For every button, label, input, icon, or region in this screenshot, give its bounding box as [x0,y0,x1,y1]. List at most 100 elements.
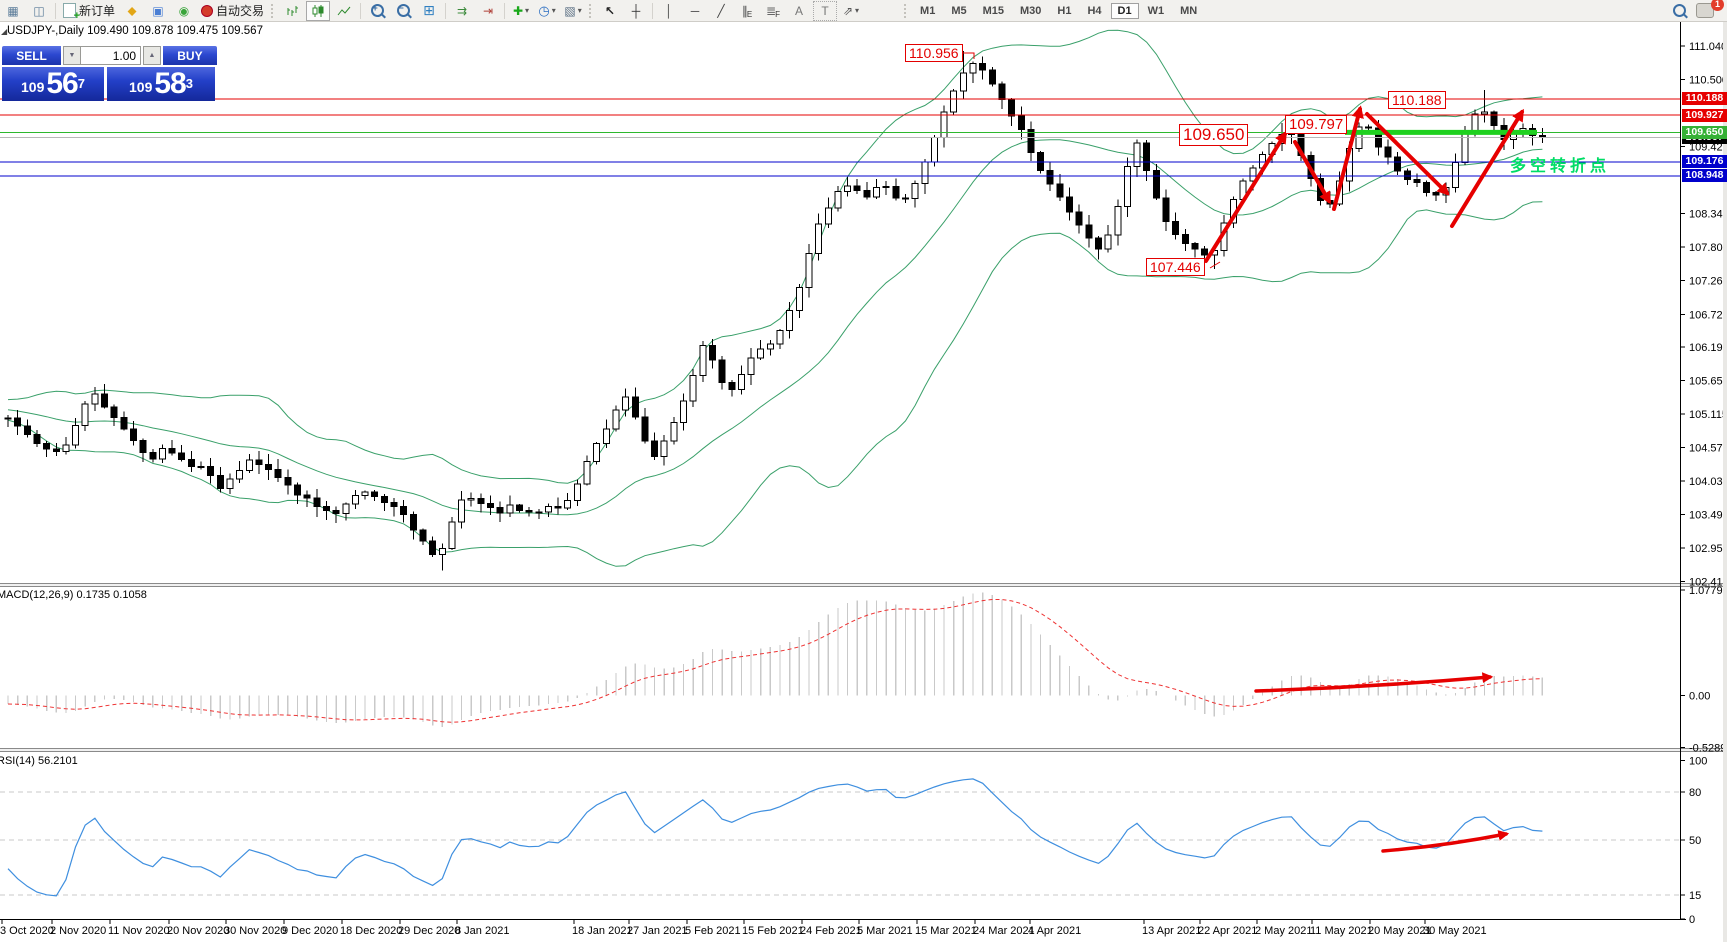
chart-title: USDJPY-,Daily 109.490 109.878 109.475 10… [7,25,263,37]
price-axis-tick: 109.420 [1689,142,1727,154]
zoom-out-icon[interactable]: − [391,1,415,21]
cursor-icon[interactable]: ↖ [605,3,616,18]
line-chart-icon[interactable] [332,1,356,21]
search-icon[interactable] [1667,1,1691,21]
fibonacci-icon[interactable]: ≣ F [766,3,780,19]
date-axis-label: 24 Feb 2021 [800,925,862,937]
date-axis-label: 30 Nov 2020 [224,925,286,937]
chart-window-icon[interactable]: ▦ [7,3,19,18]
date-axis-label: 22 Apr 2021 [1198,925,1257,937]
indicators-icon[interactable]: ✚ ▾ [512,3,530,18]
price-axis-badge: 108.948 [1682,169,1727,183]
timeframe-M30[interactable]: M30 [1020,4,1042,17]
timeframe-MN[interactable]: MN [1180,4,1198,17]
price-axis-tick: 105.655 [1689,375,1727,387]
price-axis-badge: 109.650 [1682,125,1727,139]
data-window-icon[interactable]: ◫ [33,3,45,18]
volume-down-button[interactable]: ▼ [63,46,81,65]
price-axis-tick: 105.115 [1689,409,1727,421]
price-annotation[interactable]: 110.188 [1388,91,1446,110]
buy-button[interactable]: BUY [162,46,217,65]
autotrade-label: 自动交易 [216,4,265,18]
date-axis-label: 18 Dec 2020 [340,925,402,937]
price-axis-tick: 104.035 [1689,476,1727,488]
zoom-in-icon[interactable]: + [365,1,389,21]
timeframe-H4[interactable]: H4 [1087,4,1102,17]
shapes-icon[interactable]: ⇗ ▾ [842,3,860,18]
horizontal-line-icon[interactable]: ─ [690,3,700,18]
autotrade-icon [201,4,214,17]
one-click-toggle[interactable]: ◢ [1,27,8,36]
sell-price[interactable]: 109 56 7 [2,67,104,101]
macd-axis-tick: 0.00 [1689,691,1710,703]
periods-icon[interactable]: ◷ ▾ [538,2,556,18]
date-axis-label: 2 Nov 2020 [50,925,106,937]
buy-price[interactable]: 109 58 3 [107,67,215,101]
new-order-button[interactable]: 新订单 [60,1,118,22]
date-axis-label: 15 Feb 2021 [742,925,804,937]
price-annotation[interactable]: 110.956 [905,44,963,63]
global-variables-icon[interactable]: ▣ [152,3,164,18]
auto-scroll-icon[interactable]: ⇉ [457,3,468,18]
timeframe-W1[interactable]: W1 [1147,4,1165,17]
history-center-icon[interactable]: ⬥ [127,2,137,18]
new-order-icon [63,3,80,22]
volume-up-button[interactable]: ▲ [143,46,161,65]
text-label-icon[interactable]: T [813,0,838,21]
volume-input[interactable]: 1.00 [80,46,142,65]
date-axis-label: 5 Feb 2021 [685,925,741,937]
date-axis-label: 4 Apr 2021 [1028,925,1081,937]
timeframe-M1[interactable]: M1 [920,4,936,17]
timeframe-M15[interactable]: M15 [982,4,1004,17]
autotrade-button[interactable]: 自动交易 [198,1,267,21]
price-axis-tick: 107.800 [1689,242,1727,254]
chart-shift-icon[interactable]: ⇥ [483,3,494,18]
date-axis-label: 11 Nov 2020 [108,925,170,937]
signals-icon[interactable]: ◉ [178,3,190,18]
price-axis-tick: 107.260 [1689,276,1727,288]
timeframe-group: M1 M5 M15 M30 H1 H4 D1 W1 MN [912,2,1205,19]
bar-chart-icon[interactable] [280,1,304,21]
notifications-icon[interactable]: 1 [1693,0,1724,21]
date-axis-label: 15 Mar 2021 [915,925,977,937]
date-axis-label: 8 Jan 2021 [455,925,509,937]
tile-windows-icon[interactable]: ⊞ [423,2,435,18]
date-axis-label: 20 May 2021 [1368,925,1432,937]
turning-point-note: 多空转折点 [1510,158,1611,175]
macd-axis-tick: 1.0779 [1689,585,1723,597]
crosshair-icon[interactable]: ┼ [631,3,641,18]
date-axis-label: 2 May 2021 [1255,925,1312,937]
candlestick-chart-icon[interactable] [306,0,331,21]
price-annotation[interactable]: 107.446 [1146,258,1205,277]
price-axis-tick: 103.495 [1689,510,1727,522]
sell-price-sup: 7 [77,76,85,91]
buy-price-big: 58 [154,67,186,100]
vertical-line-icon[interactable]: │ [665,3,673,18]
templates-icon[interactable]: ▧ ▾ [564,3,582,18]
timeframe-D1[interactable]: D1 [1110,2,1139,19]
price-axis-badge: 110.188 [1682,92,1727,106]
equidistant-channel-icon[interactable]: ∥ E [741,3,753,19]
text-icon[interactable]: A [795,3,804,18]
date-axis-label: 11 May 2021 [1310,925,1373,937]
price-axis-tick: 102.955 [1689,543,1727,555]
timeframe-H1[interactable]: H1 [1057,4,1072,17]
price-axis-badge: 109.927 [1682,108,1727,122]
new-order-label: 新订单 [79,4,116,18]
timeframe-M5[interactable]: M5 [951,4,967,17]
buy-price-sup: 3 [185,76,193,91]
price-annotation[interactable]: 109.797 [1285,115,1348,135]
rsi-axis-tick: 80 [1689,787,1701,799]
rsi-axis-tick: 100 [1689,756,1707,768]
price-annotation[interactable]: 109.650 [1179,124,1249,146]
buy-price-small: 109 [129,79,153,95]
sell-button[interactable]: SELL [2,46,62,65]
price-axis-tick: 104.575 [1689,442,1727,454]
notification-badge: 1 [1711,0,1724,11]
date-axis-label: 3 Oct 2020 [0,925,54,937]
trendline-icon[interactable]: ╱ [717,3,725,18]
price-axis-tick: 102.415 [1689,577,1727,589]
macd-axis-tick: -0.5289 [1689,742,1726,754]
